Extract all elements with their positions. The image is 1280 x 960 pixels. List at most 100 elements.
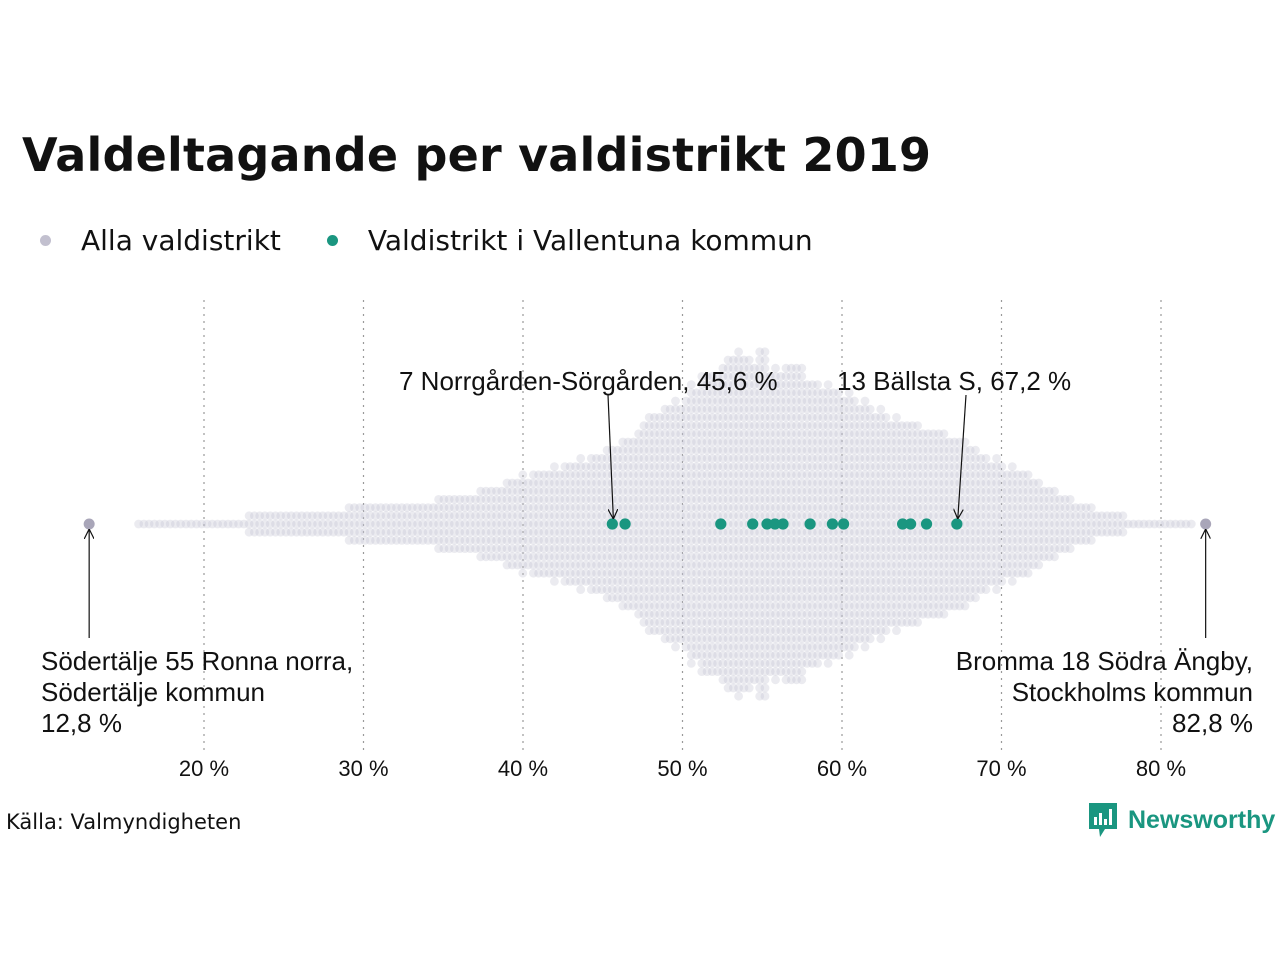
swarm-point	[786, 634, 796, 644]
swarm-point	[144, 519, 154, 529]
swarm-point	[776, 388, 786, 398]
swarm-point	[350, 511, 359, 521]
swarm-point	[771, 478, 780, 488]
swarm-point	[707, 372, 717, 381]
swarm-point	[523, 511, 533, 521]
swarm-point	[813, 626, 822, 635]
swarm-point	[1123, 519, 1133, 529]
swarm-point	[786, 404, 796, 414]
swarm-point	[1050, 544, 1059, 553]
swarm-point	[755, 683, 765, 693]
swarm-point	[786, 429, 796, 439]
swarm-point	[797, 388, 807, 398]
swarm-point	[350, 536, 359, 545]
swarm-point	[923, 454, 933, 463]
swarm-point	[792, 454, 801, 463]
swarm-point	[865, 527, 875, 537]
swarm-point	[681, 470, 691, 480]
swarm-point	[718, 544, 728, 553]
swarm-point	[976, 560, 986, 570]
swarm-point	[581, 486, 591, 496]
swarm-point	[592, 486, 601, 496]
swarm-point	[702, 495, 712, 504]
swarm-point	[386, 527, 396, 537]
swarm-point	[971, 552, 980, 562]
swarm-point	[797, 372, 807, 381]
swarm-point	[629, 560, 638, 570]
swarm-point	[571, 478, 580, 488]
swarm-point	[976, 454, 986, 463]
swarm-point	[518, 527, 528, 537]
swarm-point	[876, 470, 886, 480]
swarm-point	[655, 437, 665, 447]
swarm-point	[597, 462, 607, 471]
swarm-point	[807, 413, 817, 422]
swarm-point	[934, 577, 944, 586]
swarm-point	[660, 478, 670, 488]
swarm-point	[444, 536, 454, 545]
swarm-point	[939, 552, 949, 562]
swarm-point	[360, 527, 370, 537]
swarm-point	[771, 601, 780, 611]
swarm-point	[960, 593, 970, 603]
swarm-point	[755, 462, 765, 471]
swarm-point	[876, 413, 886, 422]
swarm-point	[992, 495, 1001, 504]
swarm-point	[492, 519, 501, 529]
swarm-point	[781, 388, 791, 398]
swarm-point	[1023, 478, 1033, 488]
swarm-point	[1050, 527, 1059, 537]
swarm-point	[434, 544, 443, 553]
swarm-point	[744, 380, 754, 389]
swarm-point	[881, 470, 891, 480]
swarm-point	[713, 470, 722, 480]
swarm-point	[576, 577, 586, 586]
swarm-point	[992, 527, 1001, 537]
swarm-point	[597, 568, 607, 578]
source-note: Källa: Valmyndigheten	[6, 810, 242, 834]
swarm-point	[923, 577, 933, 586]
swarm-point	[650, 593, 659, 603]
swarm-point	[465, 544, 475, 553]
swarm-point	[850, 486, 859, 496]
swarm-point	[802, 421, 812, 430]
swarm-point	[992, 486, 1001, 496]
swarm-point	[802, 413, 812, 422]
swarm-point	[465, 511, 475, 521]
swarm-point	[723, 601, 733, 611]
swarm-point	[729, 650, 738, 660]
swarm-point	[907, 445, 917, 455]
swarm-point	[581, 527, 591, 537]
swarm-point	[986, 568, 996, 578]
swarm-point	[1007, 495, 1017, 504]
swarm-point	[776, 372, 786, 381]
swarm-point	[692, 511, 701, 521]
swarm-point	[850, 454, 859, 463]
swarm-point	[634, 495, 643, 504]
swarm-point	[755, 396, 765, 406]
swarm-point	[776, 642, 786, 652]
annotation-line: Södertälje 55 Ronna norra,	[41, 646, 353, 676]
swarm-point	[971, 462, 980, 471]
swarm-point	[918, 585, 928, 594]
swarm-point	[781, 593, 791, 603]
swarm-point	[939, 577, 949, 586]
swarm-point	[1102, 519, 1112, 529]
swarm-point	[913, 593, 922, 603]
swarm-point	[886, 486, 896, 496]
swarm-point	[934, 486, 944, 496]
swarm-point	[734, 429, 743, 439]
swarm-point	[818, 462, 828, 471]
swarm-point	[671, 626, 680, 635]
swarm-point	[913, 503, 922, 512]
swarm-point	[929, 454, 938, 463]
swarm-point	[818, 519, 828, 529]
swarm-point	[813, 511, 822, 521]
swarm-point	[744, 495, 754, 504]
swarm-point	[971, 527, 980, 537]
legend: Alla valdistrikt Valdistrikt i Vallentun…	[40, 222, 859, 258]
swarm-point	[581, 470, 591, 480]
swarm-point	[481, 527, 491, 537]
swarm-point	[892, 470, 901, 480]
swarm-point	[702, 396, 712, 406]
